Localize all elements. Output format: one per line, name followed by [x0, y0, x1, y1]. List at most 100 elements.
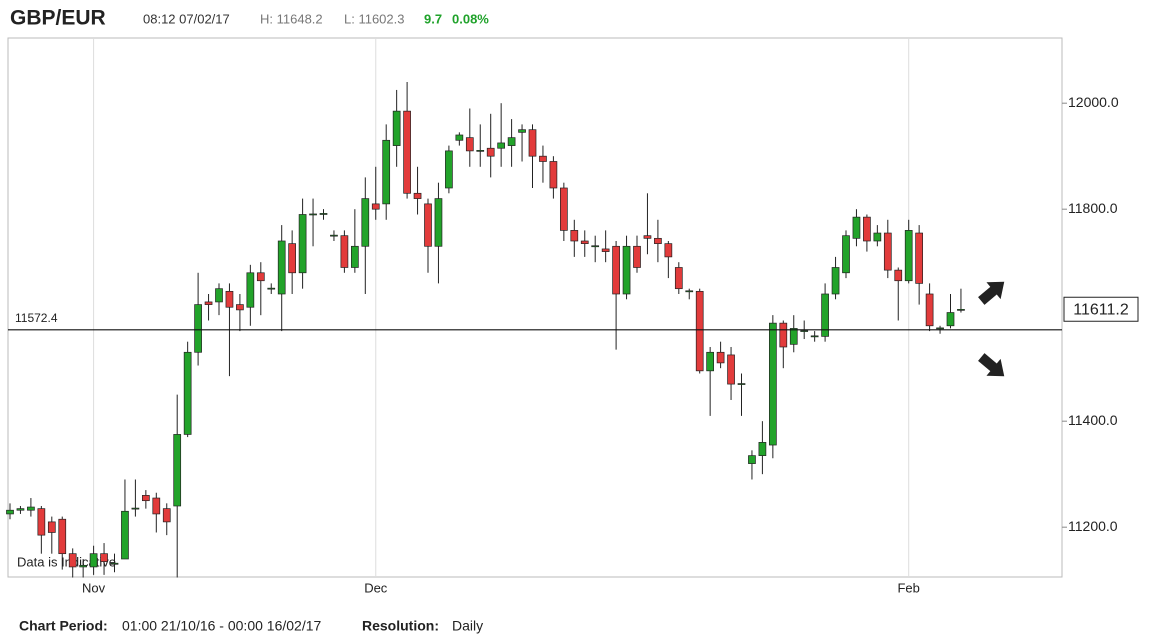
candle-body — [810, 335, 819, 338]
candle-body — [915, 232, 924, 284]
candle-body — [58, 518, 67, 555]
candle-body — [685, 290, 694, 293]
candle-body — [225, 290, 234, 308]
candle-body — [633, 245, 641, 268]
candle-body — [319, 213, 328, 215]
candle-body — [758, 442, 767, 456]
candle-body — [528, 129, 537, 157]
footer-period-label: Chart Period: — [19, 618, 108, 634]
candle-body — [392, 110, 401, 146]
candle-body — [110, 562, 119, 565]
candle-body — [142, 495, 150, 502]
instrument-title: GBP/EUR — [10, 7, 106, 30]
candle-body — [779, 322, 788, 348]
candle-body — [79, 564, 88, 568]
candle-body — [121, 510, 129, 560]
candle-body — [727, 354, 735, 385]
candle-body — [559, 187, 568, 231]
candle-body — [434, 198, 443, 247]
candle-body — [904, 230, 913, 282]
candle-body — [361, 198, 370, 247]
candle-body — [6, 509, 14, 515]
candle-body — [601, 248, 610, 252]
candle-body — [424, 203, 432, 247]
footer-period: 01:00 21/10/16 - 00:00 16/02/17 — [122, 618, 321, 634]
candle-body — [162, 508, 171, 523]
arrow-down — [978, 353, 1005, 377]
candle-body — [800, 330, 809, 332]
candle-body — [27, 506, 35, 511]
candle-body — [549, 161, 558, 189]
candle-body — [37, 508, 46, 536]
candle-body — [89, 553, 98, 568]
candle-body — [507, 137, 516, 146]
candle-body — [821, 293, 829, 337]
candle-body — [100, 553, 108, 562]
candle-body — [497, 142, 505, 149]
candle-body — [570, 230, 579, 242]
y-tick-label: 11800.0 — [1068, 200, 1118, 216]
candle-body — [695, 290, 704, 372]
candle-body — [591, 245, 600, 248]
x-tick-label: Nov — [82, 580, 106, 595]
candle-body — [288, 243, 296, 274]
candle-body — [863, 216, 871, 242]
footer-resolution-label: Resolution: — [362, 618, 439, 634]
candle-body — [340, 235, 349, 268]
candle-body — [183, 351, 192, 435]
reference-line-label: 11572.4 — [15, 311, 58, 325]
y-tick-label: 12000.0 — [1068, 94, 1119, 110]
candle-body — [580, 240, 589, 244]
candle-body — [706, 351, 715, 372]
candle-body — [476, 150, 485, 152]
quote-high: H: 11648.2 — [260, 11, 323, 26]
candle-body — [789, 328, 798, 345]
candle-body — [131, 507, 140, 510]
candle-body — [894, 269, 903, 282]
candle-body — [622, 245, 631, 295]
x-tick-label: Feb — [897, 580, 919, 595]
candle-body — [674, 267, 683, 290]
candle-body — [925, 293, 934, 327]
candle-body — [842, 235, 850, 274]
candle-body — [16, 508, 25, 511]
candle-body — [277, 240, 286, 295]
candle-body — [256, 272, 265, 282]
candle-body — [737, 383, 746, 385]
quote-change-pct: 0.08% — [452, 11, 489, 26]
candle-body — [748, 455, 756, 464]
candle-body — [371, 203, 380, 210]
candle-body — [539, 155, 547, 162]
quote-change: 9.7 — [424, 11, 442, 26]
candle-body — [403, 110, 411, 194]
candle-body — [445, 150, 453, 189]
candle-body — [936, 327, 944, 330]
candle-body — [194, 304, 202, 353]
candle-body — [413, 192, 422, 199]
candle-body — [351, 245, 359, 268]
last-price-box — [1063, 296, 1139, 322]
candle-body — [68, 553, 77, 568]
candle-body — [173, 434, 182, 507]
last-price-label: 11611.2 — [1073, 301, 1129, 318]
candle-body — [215, 288, 223, 303]
candle-body — [852, 216, 861, 239]
candle-body — [298, 214, 307, 274]
candle-body — [664, 243, 673, 258]
candle-body — [716, 351, 725, 364]
candle-body — [465, 137, 474, 152]
candle-body — [382, 139, 391, 205]
quote-low: L: 11602.3 — [344, 11, 404, 26]
candle-body — [612, 245, 620, 295]
candle-body — [204, 301, 213, 305]
candle-body — [455, 134, 464, 141]
x-tick-label: Dec — [364, 580, 388, 595]
quote-time: 08:12 07/02/17 — [143, 11, 230, 26]
candle-body — [654, 237, 662, 244]
y-tick-label: 11200.0 — [1068, 518, 1118, 534]
candle-body — [957, 309, 965, 311]
candle-body — [486, 147, 495, 157]
candle-body — [643, 235, 652, 239]
